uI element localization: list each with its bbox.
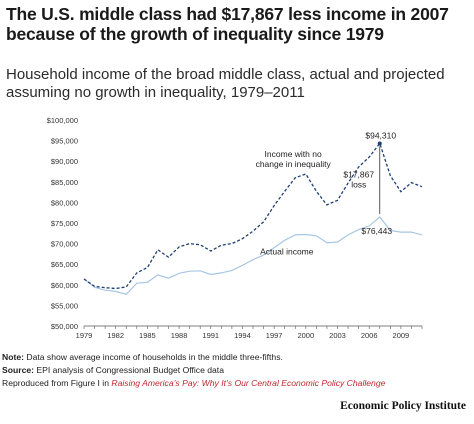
report-title-link[interactable]: Raising America’s Pay: Why It’s Our Cent… [111, 378, 386, 388]
reproduced-text: Reproduced from Figure I in [2, 378, 112, 388]
y-tick-label: $85,000 [51, 178, 78, 187]
y-tick-label: $65,000 [51, 260, 78, 269]
x-tick-label: 2000 [297, 331, 314, 340]
note-line: Note: Data show average income of househ… [2, 351, 472, 364]
line-chart: $50,000 $55,000 $60,000 $65,000 $70,000 $75,0… [47, 116, 423, 340]
x-tick-label: 2003 [329, 331, 346, 340]
y-tick-label: $60,000 [51, 281, 78, 290]
source-label: Source: [2, 365, 34, 375]
gap-loss-label: loss [351, 180, 366, 190]
source-line: Source: EPI analysis of Congressional Bu… [2, 364, 472, 377]
y-tick-label: $95,000 [51, 137, 78, 146]
x-tick-label: 1994 [234, 331, 251, 340]
chart-subtitle: Household income of the broad middle cla… [6, 66, 445, 101]
y-tick-label: $50,000 [51, 322, 78, 331]
reproduced-line: Reproduced from Figure I in Raising Amer… [2, 377, 472, 390]
series-label-no-change-1: Income with no [265, 149, 322, 159]
y-tick-label: $90,000 [51, 157, 78, 166]
x-tick-label: 1997 [266, 331, 283, 340]
x-tick-label: 1985 [139, 331, 156, 340]
x-tick-label: 1982 [107, 331, 124, 340]
y-tick-label: $70,000 [51, 240, 78, 249]
peak-marker [377, 141, 382, 146]
source-text: EPI analysis of Congressional Budget Off… [34, 365, 224, 375]
y-axis: $50,000 $55,000 $60,000 $65,000 $70,000 $75,0… [47, 116, 78, 331]
gap-value-label: $17,867 [343, 170, 374, 180]
x-tick-label: 1988 [171, 331, 188, 340]
y-tick-label: $75,000 [51, 219, 78, 228]
actual-value-label: $76,443 [361, 226, 392, 236]
series-line-no-change [83, 142, 423, 290]
x-tick-label: 2006 [361, 331, 378, 340]
y-tick-label: $80,000 [51, 198, 78, 207]
note-label: Note: [2, 352, 24, 362]
x-tick-label: 1991 [202, 331, 219, 340]
series-line-actual [83, 216, 423, 295]
x-axis: 1979 1982 1985 1988 1991 1994 1997 2000 2003 2006… [76, 325, 423, 340]
note-text: Data show average income of households i… [23, 352, 283, 362]
peak-value-label: $94,310 [365, 130, 396, 140]
y-tick-label: $55,000 [51, 301, 78, 310]
chart-title: The U.S. middle class had $17,867 less i… [6, 4, 449, 44]
x-tick-label: 2009 [393, 331, 410, 340]
annotations: $94,310 $76,443 $17,867 loss Income with… [256, 130, 397, 256]
series-layer [83, 142, 423, 295]
x-tick-label: 1979 [76, 331, 93, 340]
brand-logo: Economic Policy Institute [340, 400, 466, 412]
series-label-no-change-2: change in inequality [256, 159, 332, 169]
y-tick-label: $100,000 [47, 116, 78, 125]
series-label-actual: Actual income [260, 247, 314, 257]
footnotes: Note: Data show average income of househ… [2, 351, 472, 390]
